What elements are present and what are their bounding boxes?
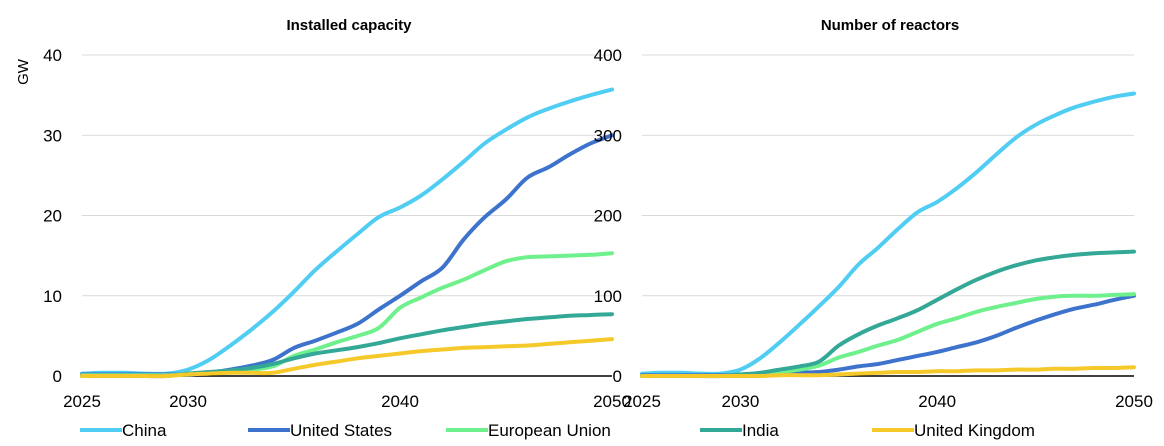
- y-tick-label: 0: [53, 367, 62, 386]
- x-tick-labels: 2025 2030 2040 2050: [623, 392, 1153, 411]
- x-tick-label: 2025: [63, 392, 101, 411]
- legend-item-india: India: [700, 421, 779, 440]
- legend-item-united-kingdom: United Kingdom: [872, 421, 1035, 440]
- y-tick-label: 30: [43, 126, 62, 145]
- y-tick-labels: 0 100 200 300 400: [594, 46, 622, 386]
- y-tick-label: 0: [613, 367, 622, 386]
- legend-label: European Union: [488, 421, 611, 440]
- grid: [642, 54, 1134, 377]
- legend-label: India: [742, 421, 779, 440]
- x-tick-labels: 2025 2030 2040 2050: [63, 392, 631, 411]
- y-tick-label: 10: [43, 287, 62, 306]
- x-tick-label: 2030: [721, 392, 759, 411]
- series-line-european-union: [80, 251, 614, 378]
- x-tick-label: 2030: [169, 392, 207, 411]
- chart-title: Number of reactors: [821, 17, 959, 34]
- series-line-united-kingdom: [80, 337, 614, 379]
- y-tick-label: 40: [43, 46, 62, 65]
- x-tick-label: 2040: [381, 392, 419, 411]
- y-tick-label: 20: [43, 207, 62, 226]
- legend-label: United States: [290, 421, 392, 440]
- y-tick-label: 200: [594, 207, 622, 226]
- number-of-reactors-panel: Number of reactors 0 100 200 300 400 2025 203…: [594, 17, 1153, 411]
- series-line-united-states: [640, 293, 1136, 378]
- chart-title: Installed capacity: [286, 17, 412, 34]
- y-tick-label: 400: [594, 46, 622, 65]
- legend-item-european-union: European Union: [446, 421, 611, 440]
- legend: China United States European Union India Uni…: [80, 421, 1035, 440]
- y-tick-labels: 0 10 20 30 40: [43, 46, 62, 386]
- series-line-united-kingdom: [640, 365, 1136, 379]
- y-tick-label: 100: [594, 287, 622, 306]
- legend-item-china: China: [80, 421, 167, 440]
- x-tick-label: 2025: [623, 392, 661, 411]
- legend-label: China: [122, 421, 167, 440]
- y-axis-label: GW: [15, 58, 32, 85]
- legend-label: United Kingdom: [914, 421, 1035, 440]
- x-tick-label: 2040: [918, 392, 956, 411]
- legend-item-united-states: United States: [248, 421, 392, 440]
- series-lines: [80, 87, 614, 379]
- series-line-china: [80, 87, 614, 376]
- series-lines: [640, 91, 1136, 379]
- x-tick-label: 2050: [1115, 392, 1153, 411]
- x-tick-label: 2050: [593, 392, 631, 411]
- y-tick-label: 300: [594, 126, 622, 145]
